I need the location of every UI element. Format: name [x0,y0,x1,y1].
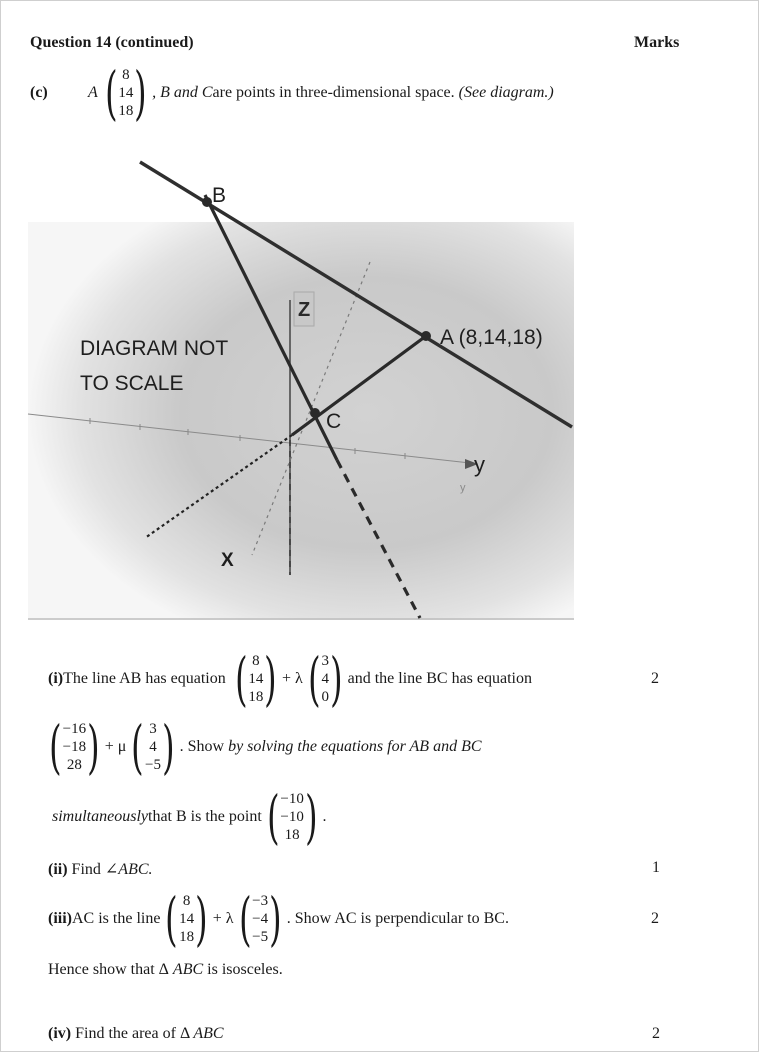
bc-direction-vector: (3 4 −5) [126,718,179,776]
a-vector: ( 8 14 18 ) [100,64,152,122]
not-to-scale-line2: TO SCALE [80,372,183,395]
part-ii: (ii) Find ∠ABC. [48,859,153,879]
point-a [421,331,431,341]
axis-y-label: y [474,452,485,477]
part-ii-marks: 1 [652,859,660,877]
label-a: A (8,14,18) [440,326,543,349]
bc-point-vector: (−16 −18 28) [44,718,105,776]
ac-point-vector: (8 14 18) [160,890,212,948]
part-iii-hence: Hence show that Δ ABC is isosceles. [48,961,283,979]
part-i-label: (i) [48,670,63,688]
point-a-letter: A [88,84,98,102]
points-bc: , B and C [152,84,212,102]
ab-direction-vector: (3 4 0) [303,650,348,708]
marks-heading: Marks [634,34,679,52]
diagram-background [28,222,574,620]
part-iii-line1: (iii) AC is the line (8 14 18) + λ (−3 −4 −5… [48,888,509,950]
axis-y-small: y [460,482,466,494]
part-i-line3: simultaneously that B is the point (−10−… [52,785,327,849]
ac-direction-vector: (−3 −4 −5) [234,890,287,948]
point-c [310,408,320,418]
part-iv-marks: 2 [652,1025,660,1043]
not-to-scale-line1: DIAGRAM NOT [80,337,228,360]
axis-z-label: Z [298,299,310,321]
part-i-line2: (−16 −18 28) + μ (3 4 −5) . Show by solving … [44,716,482,778]
label-b: B [212,184,226,207]
label-c: C [326,410,341,433]
question-heading: Question 14 (continued) [30,34,194,52]
part-i-line1: (i) The line AB has equation (8 14 18) + λ… [48,648,708,710]
b-point-vector: (−10 −10 18) [262,788,323,846]
ab-point-vector: (8 14 18) [230,650,282,708]
point-b [202,197,212,207]
axis-x-label: X [221,550,234,571]
part-iv: (iv) Find the area of Δ ABC [48,1025,224,1043]
part-c-label: (c) [30,84,88,102]
diagram: Z DIAGRAM NOT TO SCALE B A (8,14,18) C y… [0,150,600,628]
see-diagram: (See diagram.) [459,84,554,102]
part-c-intro: (c) A ( 8 14 18 ) , B and C are points in … [30,60,554,126]
part-i-marks: 2 [651,670,659,688]
intro-text: are points in three-dimensional space. [213,84,455,102]
part-iii-marks: 2 [651,910,659,928]
